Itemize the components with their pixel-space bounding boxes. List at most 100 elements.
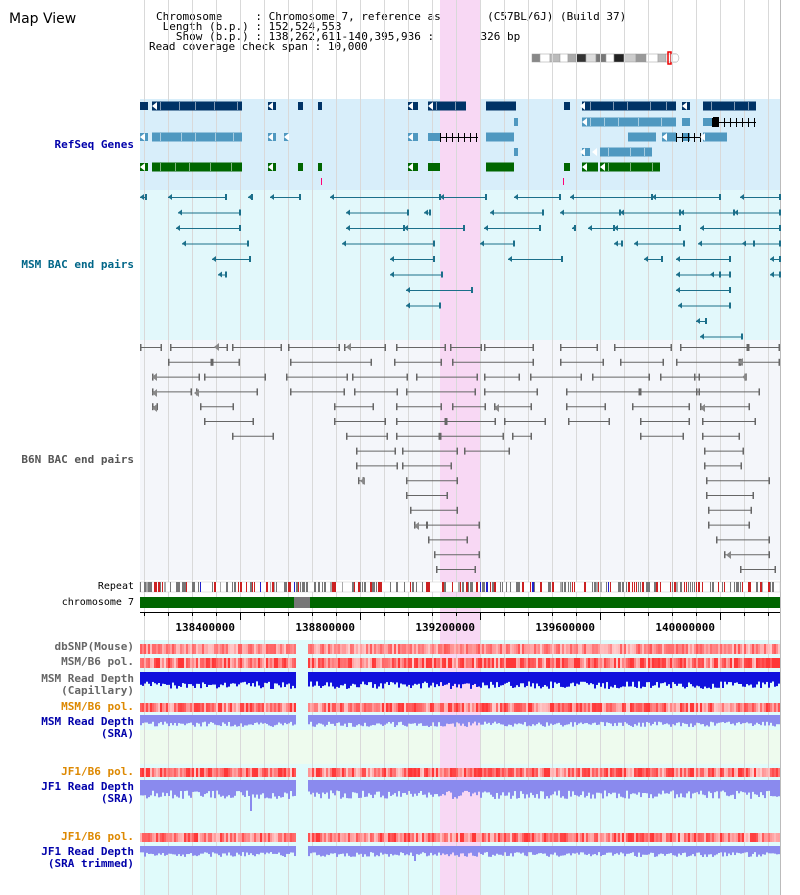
repeat-element	[686, 582, 687, 592]
polymorphism-cell	[730, 658, 732, 668]
read-depth-bar	[528, 780, 530, 798]
repeat-element	[140, 582, 141, 592]
read-depth-bar	[594, 846, 596, 855]
read-depth-bar	[610, 846, 612, 853]
polymorphism-cell	[544, 658, 546, 668]
polymorphism-cell	[458, 768, 460, 777]
read-depth-bar	[746, 715, 748, 723]
read-depth-bar	[452, 715, 454, 724]
read-depth-bar	[444, 780, 446, 796]
read-depth-bar	[336, 715, 338, 724]
polymorphism-cell	[286, 833, 288, 842]
read-depth-bar	[342, 780, 344, 798]
msm-bac-end	[779, 271, 781, 278]
polymorphism-cell	[402, 703, 404, 712]
b6n-bac-end	[406, 477, 408, 485]
polymorphism-cell	[616, 703, 618, 712]
b6n-bac-end	[290, 358, 292, 366]
repeat-element	[742, 582, 743, 592]
polymorphism-cell	[534, 658, 536, 668]
polymorphism-cell	[258, 644, 260, 654]
polymorphism-cell	[528, 644, 530, 654]
read-depth-bar	[480, 846, 482, 854]
read-depth-bar	[468, 780, 470, 793]
read-depth-bar	[676, 846, 678, 857]
polymorphism-cell	[696, 644, 698, 654]
read-depth-bar	[450, 846, 452, 855]
read-depth-bar	[374, 715, 376, 726]
read-depth-bar	[440, 846, 442, 856]
polymorphism-cell	[576, 644, 578, 654]
read-depth-bar	[748, 715, 750, 724]
polymorphism-cell	[426, 644, 428, 654]
polymorphism-cell	[738, 768, 740, 777]
read-depth-bar	[512, 846, 514, 857]
polymorphism-cell	[710, 833, 712, 842]
polymorphism-cell	[416, 658, 418, 668]
polymorphism-cell	[602, 768, 604, 777]
read-depth-bar	[386, 672, 388, 683]
read-depth-bar	[388, 780, 390, 792]
b6n-bac-end	[440, 358, 442, 366]
read-depth-bar	[480, 672, 482, 688]
polymorphism-cell	[342, 833, 344, 842]
polymorphism-cell	[454, 658, 456, 668]
b6n-bac-end	[700, 403, 702, 411]
read-depth-bar	[222, 672, 224, 686]
read-depth-bar	[712, 672, 714, 684]
polymorphism-cell	[708, 833, 710, 842]
repeat-element	[322, 582, 323, 592]
read-depth-bar	[146, 780, 148, 799]
polymorphism-cell	[488, 658, 490, 668]
polymorphism-cell	[518, 644, 520, 654]
polymorphism-cell	[170, 768, 172, 777]
polymorphism-cell	[550, 768, 552, 777]
read-depth-bar	[742, 715, 744, 724]
polymorphism-cell	[706, 644, 708, 654]
read-depth-bar	[320, 715, 322, 724]
polymorphism-cell	[734, 833, 736, 842]
polymorphism-cell	[546, 768, 548, 777]
polymorphism-cell	[772, 833, 774, 842]
read-depth-bar	[666, 715, 668, 724]
polymorphism-cell	[456, 703, 458, 712]
polymorphism-cell	[704, 658, 706, 668]
read-depth-bar	[706, 780, 708, 798]
polymorphism-cell	[268, 703, 270, 712]
read-depth-bar	[726, 780, 728, 796]
read-depth-bar	[178, 846, 180, 855]
repeat-element	[562, 582, 563, 592]
b6n-bac-end	[334, 418, 336, 425]
polymorphism-cell	[596, 658, 598, 668]
read-depth-bar	[244, 846, 246, 857]
read-depth-bar	[184, 846, 186, 857]
read-depth-bar	[604, 672, 606, 689]
polymorphism-cell	[556, 658, 558, 668]
polymorphism-cell	[200, 658, 202, 668]
polymorphism-cell	[372, 644, 374, 654]
polymorphism-cell	[184, 703, 186, 712]
polymorphism-cell	[736, 833, 738, 842]
gene-model	[486, 162, 514, 172]
msm-bac-end	[342, 240, 346, 247]
read-depth-bar	[606, 846, 608, 853]
polymorphism-cell	[634, 703, 636, 712]
polymorphism-cell	[544, 768, 546, 777]
read-depth-bar	[504, 780, 506, 796]
gene-exon-tick	[734, 102, 735, 110]
polymorphism-cell	[526, 644, 528, 654]
read-depth-bar	[532, 672, 534, 684]
read-depth-bar	[634, 780, 636, 794]
polymorphism-cell	[382, 703, 384, 712]
polymorphism-cell	[292, 658, 294, 668]
read-depth-bar	[252, 715, 254, 726]
read-depth-bar	[372, 715, 374, 725]
read-depth-bar	[282, 715, 284, 726]
gene-model	[514, 148, 518, 156]
read-depth-bar	[240, 846, 242, 856]
b6n-bac-end	[544, 418, 546, 425]
read-depth-bar	[602, 846, 604, 856]
polymorphism-cell	[618, 644, 620, 654]
polymorphism-cell	[700, 658, 702, 668]
